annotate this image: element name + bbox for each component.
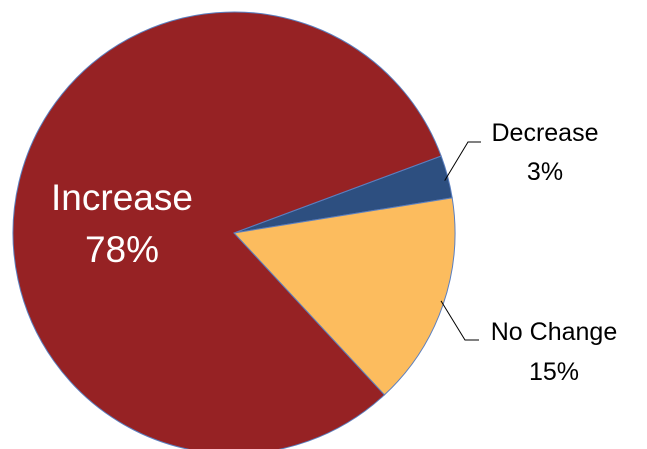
pie-slices bbox=[12, 11, 456, 449]
slice-label-no-change-name: No Change bbox=[491, 318, 617, 346]
leader-lines bbox=[440, 141, 481, 341]
slice-labels: Increase 78% Decrease 3% No Change 15% bbox=[51, 119, 617, 386]
slice-label-no-change-value: 15% bbox=[529, 358, 579, 386]
leader-line-decrease bbox=[444, 141, 481, 181]
slice-label-increase-value: 78% bbox=[85, 229, 159, 270]
slice-label-increase-name: Increase bbox=[51, 177, 193, 218]
slice-label-decrease-value: 3% bbox=[527, 158, 563, 186]
slice-label-decrease-name: Decrease bbox=[492, 119, 599, 147]
pie-slice-increase bbox=[12, 11, 442, 449]
leader-line-no-change bbox=[440, 300, 479, 341]
